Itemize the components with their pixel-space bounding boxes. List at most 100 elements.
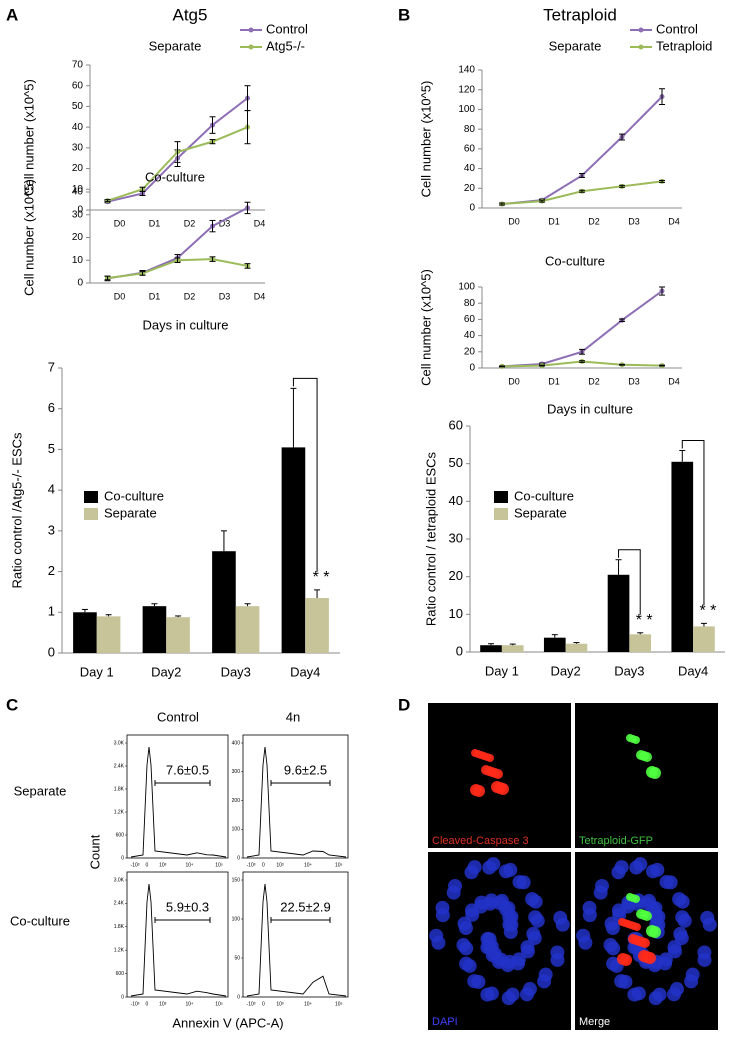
gate-value: 7.6±0.5: [166, 762, 209, 777]
bar: [166, 617, 190, 653]
x-tick-label: D0: [114, 218, 126, 228]
x-tick-label: Day4: [290, 664, 320, 679]
y-tick-label: 0: [48, 644, 55, 659]
x-tick-label: -10³: [131, 1001, 140, 1007]
legend-label: Co-culture: [514, 488, 574, 503]
x-tick-label: 10³: [276, 862, 284, 868]
cell-signal: [633, 923, 641, 931]
histogram: [246, 883, 347, 997]
nucleus: [528, 910, 543, 925]
panel-label: C: [6, 695, 18, 714]
x-tick-label: D1: [149, 218, 161, 228]
annotation: * *: [636, 612, 653, 629]
line: [501, 290, 663, 368]
bar: [305, 598, 329, 653]
x-tick-label: D3: [219, 218, 231, 228]
y-axis-label: Ratio control / tetraploid ESCs: [423, 451, 438, 626]
x-tick-label: 10⁴: [304, 1001, 312, 1007]
nucleus: [505, 987, 520, 1002]
y-tick-label: 300: [232, 769, 241, 775]
x-tick-label: Day4: [678, 663, 708, 678]
y-tick-label: 150: [232, 877, 241, 883]
y-tick-label: 30: [72, 209, 84, 220]
nucleus: [538, 967, 553, 982]
bar: [629, 634, 652, 652]
x-tick-label: 0: [262, 862, 265, 868]
y-tick-label: 6: [48, 400, 55, 415]
nucleus: [484, 939, 499, 954]
bar: [142, 606, 167, 653]
x-tick-label: D3: [628, 216, 640, 226]
x-tick-label: Day3: [614, 663, 644, 678]
y-tick-label: 20: [72, 163, 84, 174]
nucleus: [484, 986, 499, 1001]
nucleus: [611, 865, 626, 880]
x-tick-label: D4: [254, 291, 266, 301]
bar: [96, 616, 121, 653]
x-tick-label: D0: [508, 216, 520, 226]
y-tick-label: 7: [48, 359, 55, 374]
legend-label: Control: [266, 21, 308, 36]
y-tick-label: 100: [458, 104, 475, 115]
chart-title: Co-culture: [145, 169, 205, 184]
bracket: [681, 439, 705, 606]
y-tick-label: 40: [464, 163, 476, 174]
y-tick-label: 20: [449, 568, 463, 583]
nucleus: [446, 885, 461, 900]
cell-signal: [473, 785, 485, 797]
cell-signal: [632, 736, 640, 744]
nucleus: [462, 958, 477, 973]
y-tick-label: 10: [449, 606, 463, 621]
y-tick-label: 30: [72, 142, 84, 153]
x-tick-label: 10⁴: [304, 862, 312, 868]
bar: [607, 574, 630, 652]
x-tick-label: -10³: [131, 862, 140, 868]
x-tick-label: 10⁵: [335, 1001, 343, 1007]
cell-signal: [642, 911, 652, 921]
legend-label: Atg5-/-: [266, 38, 305, 53]
nucleus: [522, 982, 537, 997]
y-tick-label: 120: [458, 84, 475, 95]
micrograph: [428, 852, 571, 1030]
x-tick-label: Day2: [550, 663, 580, 678]
y-tick-label: 0: [469, 363, 475, 374]
y-tick-label: 30: [449, 530, 463, 545]
nucleus: [482, 860, 497, 875]
cell-signal: [497, 783, 509, 795]
nucleus: [700, 910, 715, 925]
cell-signal: [642, 752, 652, 762]
histogram: [130, 746, 227, 858]
y-tick-label: 0: [237, 855, 240, 861]
nucleus: [652, 987, 667, 1002]
y-tick-label: 0: [456, 643, 463, 658]
nucleus: [512, 874, 527, 889]
nucleus: [629, 860, 644, 875]
panel-label: B: [398, 5, 410, 24]
legend-label: Separate: [514, 505, 567, 520]
plot-frame: [242, 871, 349, 998]
y-tick-label: 140: [458, 65, 475, 76]
y-tick-label: 2.4K: [114, 763, 125, 769]
nucleus: [669, 982, 684, 997]
x-tick-label: -10³: [247, 862, 256, 868]
y-tick-label: 80: [464, 298, 476, 309]
nucleus: [675, 910, 690, 925]
row-label: Co-culture: [10, 913, 70, 928]
y-tick-label: 100: [232, 827, 241, 833]
y-tick-label: 60: [449, 417, 463, 432]
x-tick-label: 10⁴: [186, 862, 194, 868]
y-tick-label: 70: [72, 60, 84, 71]
bar: [693, 626, 715, 652]
legend-marker: [638, 27, 644, 33]
y-axis-label: Cell number (x10^5): [21, 179, 36, 296]
plot-frame: [126, 871, 229, 998]
nucleus: [525, 892, 540, 907]
bar: [480, 645, 502, 652]
image-caption: Cleaved-Caspase 3: [432, 835, 529, 847]
bar: [212, 551, 236, 653]
y-tick-label: 0: [121, 855, 124, 861]
bar: [543, 637, 566, 652]
nucleus: [659, 874, 674, 889]
bar: [501, 645, 524, 652]
